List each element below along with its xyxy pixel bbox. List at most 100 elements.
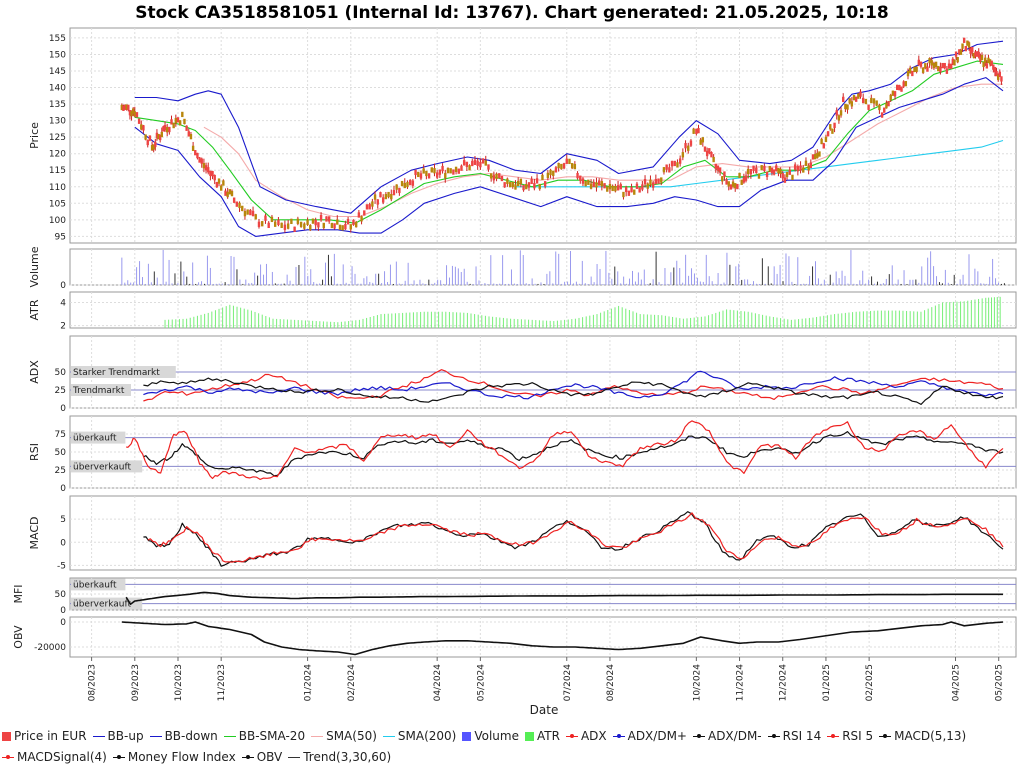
panel-macd: -5 0 5 MACD — [28, 495, 1017, 571]
price-candle — [822, 143, 825, 149]
price-candle — [325, 216, 328, 222]
price-candle — [349, 224, 352, 230]
price-candle — [616, 185, 620, 191]
legend-label: MACDSignal(4) — [17, 750, 107, 764]
price-candle — [813, 154, 817, 160]
price-candle — [887, 101, 890, 107]
x-tick-label: 08/2024 — [606, 664, 616, 702]
price-candle — [174, 118, 178, 124]
price-candle — [959, 49, 963, 55]
price-candle — [128, 110, 132, 116]
price-candle — [697, 127, 700, 134]
price-candle — [990, 60, 993, 66]
price-candle — [185, 125, 188, 131]
price-candle — [427, 173, 431, 179]
price-candle — [809, 162, 813, 169]
panel-mfi: 0 50 MFI überkauft überverkauft — [12, 577, 1017, 616]
price-candle — [749, 168, 753, 175]
price-candle — [154, 141, 157, 148]
price-candle — [870, 97, 873, 104]
y-axis-label: OBV — [12, 625, 25, 649]
price-candle — [875, 100, 878, 106]
price-candle — [408, 179, 412, 186]
y-tick-label: 110 — [49, 183, 66, 193]
legend-item: Trend(3,30,60) — [288, 747, 391, 768]
x-tick-label: 12/2024 — [779, 664, 789, 702]
price-candle — [665, 164, 668, 170]
price-candle — [891, 90, 895, 96]
legend-swatch — [827, 734, 840, 738]
legend-swatch — [241, 755, 254, 759]
price-candle — [264, 215, 267, 221]
price-candle — [969, 48, 972, 54]
price-candle — [368, 204, 371, 210]
y-tick-label: 140 — [49, 84, 66, 94]
price-candle — [864, 98, 868, 105]
price-candle — [387, 191, 390, 198]
price-candle — [906, 70, 910, 77]
panel-frame — [69, 291, 1017, 329]
price-candle — [595, 182, 598, 188]
price-candle — [384, 193, 388, 200]
price-candle — [152, 144, 155, 150]
price-candle — [791, 174, 794, 181]
price-candle — [309, 225, 312, 231]
legend-label: RSI 14 — [782, 729, 822, 743]
price-candle — [996, 74, 1000, 80]
price-candle — [419, 173, 423, 179]
price-candle — [971, 46, 974, 53]
series-dmplus — [143, 370, 1004, 400]
price-candle — [835, 110, 838, 116]
legend-swatch — [112, 755, 125, 759]
price-candle — [962, 37, 966, 43]
legend-item: SMA(200) — [382, 726, 456, 747]
legend-swatch — [565, 734, 578, 738]
price-candle — [917, 59, 921, 66]
price-candle — [710, 152, 713, 158]
price-candle — [896, 84, 899, 91]
price-candle — [570, 163, 574, 169]
price-candle — [476, 160, 479, 166]
x-axis: 08/2023 09/2023 10/2023 11/2023 01/2024 02/20… — [88, 657, 1005, 701]
price-candle — [165, 127, 169, 133]
price-candle — [649, 179, 652, 185]
price-candle — [562, 163, 566, 169]
price-candle — [979, 56, 982, 62]
price-candle — [689, 140, 693, 146]
zone-label-bg — [71, 460, 143, 473]
legend-item: RSI 14 — [767, 726, 822, 747]
legend-item: OBV — [241, 747, 282, 768]
price-candle — [246, 209, 249, 215]
y-tick-label: 125 — [49, 133, 66, 143]
price-candle — [127, 104, 130, 110]
legend-label: BB-down — [164, 729, 218, 743]
price-candle — [829, 124, 832, 130]
y-tick-label: 0 — [60, 404, 66, 414]
zone-label: überkauft — [73, 434, 117, 444]
price-candle — [516, 180, 520, 187]
y-tick-label: 50 — [55, 448, 67, 458]
price-candle — [837, 115, 841, 121]
price-candle — [844, 103, 847, 110]
legend-label: BB-up — [107, 729, 144, 743]
legend-item: ADX/DM+ — [612, 726, 687, 747]
price-candle — [939, 66, 942, 72]
price-candle — [261, 221, 264, 227]
price-candle — [958, 49, 961, 55]
price-candle — [371, 201, 374, 207]
price-candle — [765, 171, 769, 177]
y-axis-label: ATR — [28, 299, 41, 320]
price-candle — [947, 63, 951, 69]
price-candle — [692, 128, 695, 134]
y-tick-label: 95 — [55, 232, 66, 242]
price-candle — [833, 122, 836, 128]
y-tick-label: 2 — [60, 322, 66, 332]
price-candle — [522, 184, 525, 191]
price-candle — [400, 180, 404, 187]
price-candle — [228, 189, 232, 195]
price-candle — [964, 45, 967, 52]
price-candle — [725, 179, 728, 185]
price-candle — [998, 71, 1002, 77]
price-candle — [511, 181, 514, 188]
y-tick-label: 115 — [49, 166, 66, 176]
